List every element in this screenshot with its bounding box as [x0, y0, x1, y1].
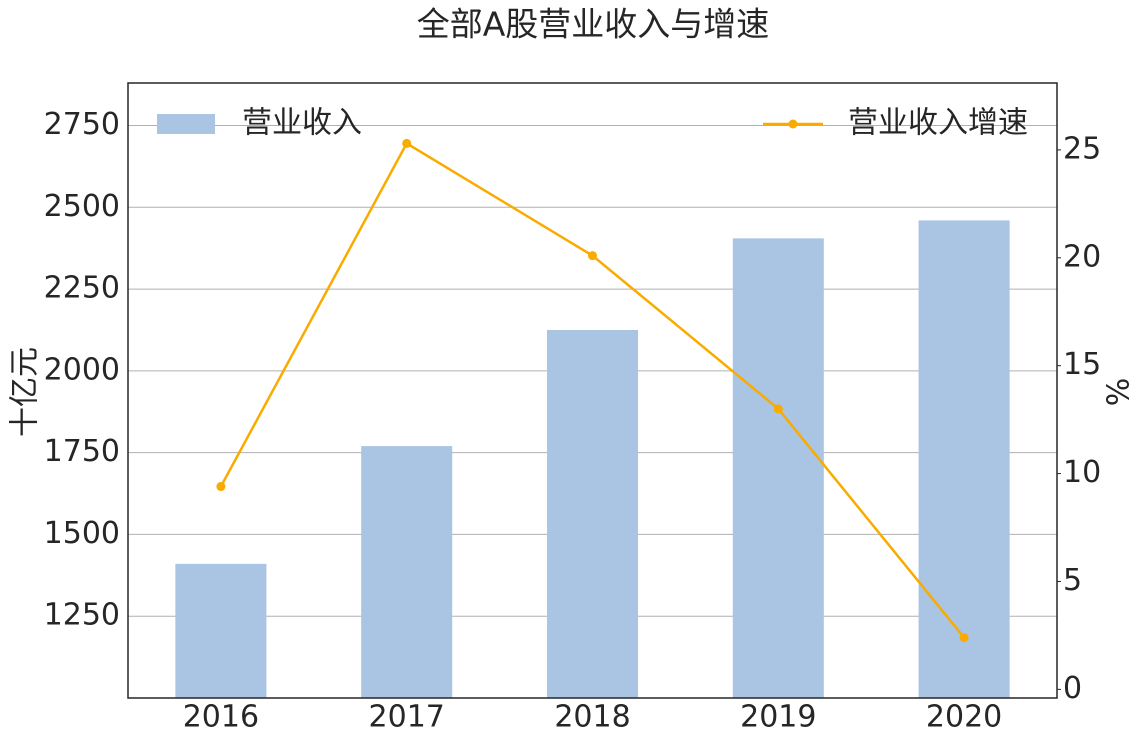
bar: [732, 238, 824, 699]
point: [402, 138, 412, 148]
legend-label: 营业收入增速: [848, 106, 1028, 141]
y-tick-label: 2000: [44, 352, 120, 387]
y2-tick-label: 10: [1063, 455, 1101, 490]
bar: [361, 446, 453, 698]
legend-label: 营业收入: [242, 106, 362, 141]
y2-axis-label: %: [1102, 378, 1137, 407]
y-tick-label: 1500: [44, 516, 120, 551]
bar: [546, 329, 639, 698]
y2-tick-label: 20: [1063, 239, 1101, 274]
bar: [918, 220, 1010, 698]
y-tick-label: 2250: [44, 271, 120, 306]
x-tick-label: 2016: [183, 700, 259, 735]
y2-tick-label: 5: [1063, 563, 1082, 598]
y-tick-label: 1750: [44, 434, 120, 469]
point: [588, 251, 597, 261]
plot-frame: [127, 82, 1058, 699]
y-tick-label: 2500: [44, 189, 120, 224]
y-tick-label: 2750: [44, 107, 120, 142]
legend-marker: [788, 119, 798, 129]
point: [959, 633, 969, 643]
legend-swatch: [157, 114, 215, 134]
x-tick-label: 2018: [554, 700, 630, 735]
y2-tick-label: 0: [1063, 671, 1082, 706]
y2-tick-label: 25: [1063, 131, 1101, 166]
y-axis-label: 十亿元: [8, 347, 43, 437]
point: [773, 404, 783, 414]
x-tick-label: 2020: [926, 700, 1002, 735]
x-tick-label: 2017: [369, 700, 445, 735]
y2-tick-label: 15: [1063, 347, 1101, 382]
x-tick-label: 2019: [740, 700, 816, 735]
bar: [175, 563, 267, 698]
point: [216, 482, 226, 492]
y-tick-label: 1250: [44, 598, 120, 633]
chart-title: 全部A股营业收入与增速: [417, 5, 770, 44]
